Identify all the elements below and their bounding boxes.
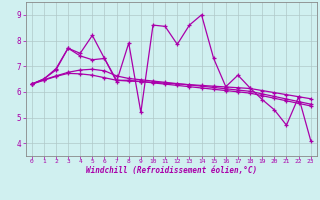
X-axis label: Windchill (Refroidissement éolien,°C): Windchill (Refroidissement éolien,°C) (86, 166, 257, 175)
